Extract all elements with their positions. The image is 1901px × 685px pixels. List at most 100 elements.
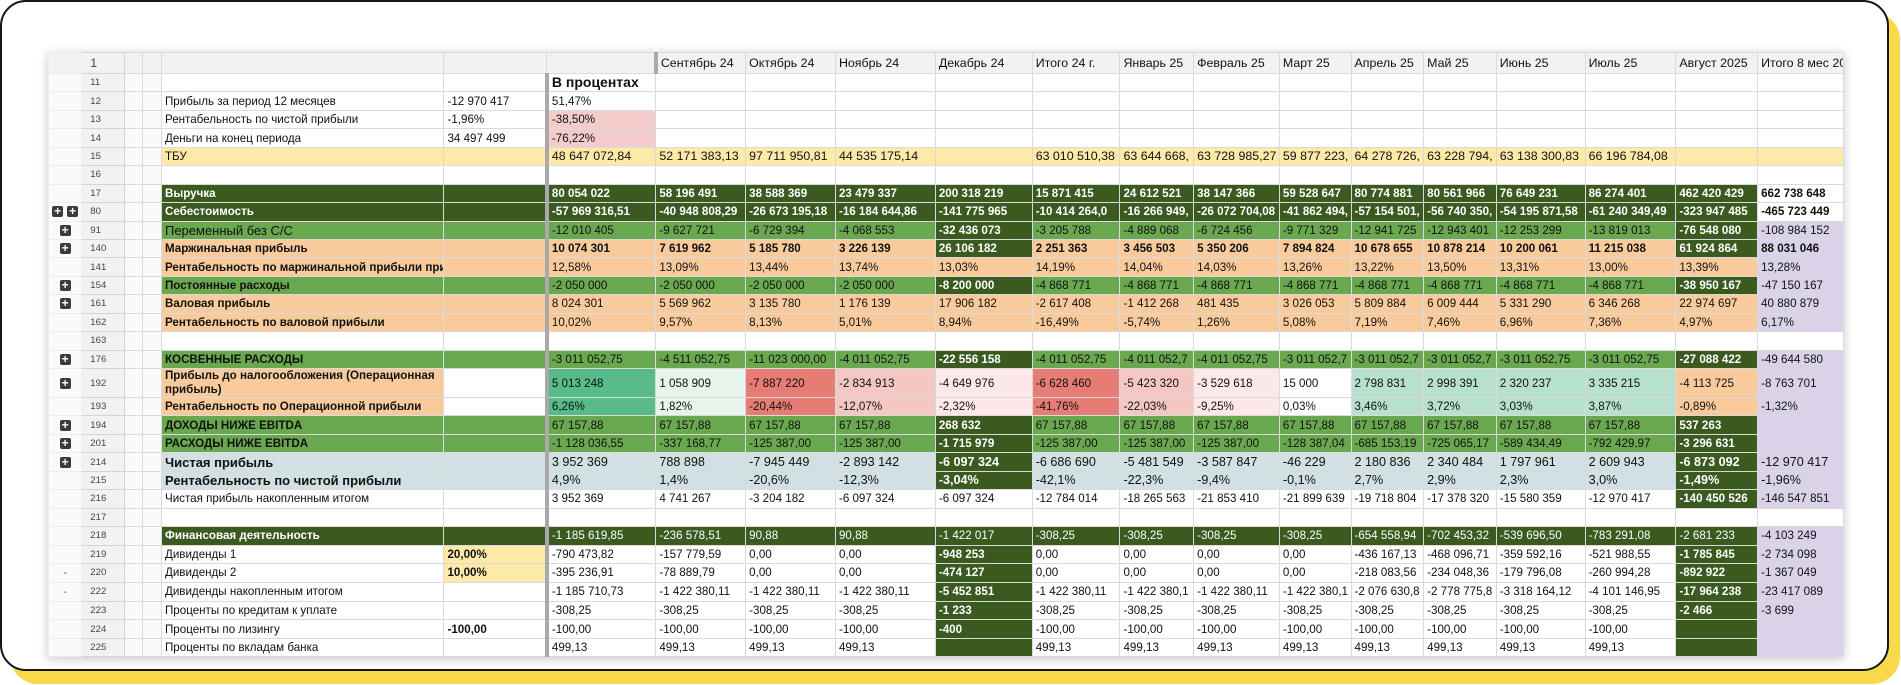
- value-cell[interactable]: 12,58%: [546, 257, 657, 277]
- row-label[interactable]: Проценты по кредитам к уплате: [160, 600, 445, 621]
- value-cell[interactable]: -892 922: [1675, 562, 1759, 583]
- value-cell[interactable]: 2 609 943: [1584, 452, 1677, 472]
- value-cell[interactable]: 40 880 879: [1757, 294, 1844, 314]
- value-cell[interactable]: 13,31%: [1495, 257, 1586, 277]
- value-cell[interactable]: -20,44%: [745, 396, 836, 417]
- value-cell[interactable]: [1495, 72, 1586, 93]
- value-cell[interactable]: 2,9%: [1423, 470, 1497, 491]
- value-cell[interactable]: -5,74%: [1119, 312, 1195, 333]
- value-cell[interactable]: 13,74%: [834, 257, 936, 277]
- blank-cell[interactable]: [123, 452, 143, 472]
- expand-group-icon[interactable]: +: [52, 204, 64, 219]
- value-cell[interactable]: [934, 637, 1033, 658]
- value-cell[interactable]: -308,25: [1423, 600, 1497, 621]
- row-label[interactable]: [160, 507, 445, 528]
- value-cell[interactable]: -308,25: [1193, 600, 1280, 621]
- value-cell[interactable]: -1 422 380,11: [1031, 581, 1121, 602]
- value-cell[interactable]: [1495, 109, 1586, 130]
- row-label[interactable]: Дивиденды 1: [160, 544, 445, 564]
- value-cell[interactable]: -11 023 000,00: [745, 349, 836, 370]
- value-cell[interactable]: [655, 128, 747, 148]
- row-number[interactable]: 14: [81, 128, 125, 148]
- value-cell[interactable]: 3 135 780: [745, 294, 836, 314]
- blank-cell[interactable]: [141, 331, 162, 351]
- value-cell[interactable]: 80 054 022: [546, 183, 657, 204]
- value-cell[interactable]: -783 291,08: [1584, 526, 1677, 546]
- value-cell[interactable]: -3 011 052,75: [1584, 349, 1677, 370]
- value-cell[interactable]: -7 945 449: [745, 452, 836, 472]
- value-cell[interactable]: [834, 507, 936, 528]
- blank-cell[interactable]: [123, 349, 143, 370]
- value-cell[interactable]: -1 785 845: [1675, 544, 1759, 564]
- row-label[interactable]: Прибыль за период 12 месяцев: [160, 91, 445, 111]
- value-cell[interactable]: 268 632: [934, 415, 1033, 435]
- value-cell[interactable]: [1675, 128, 1759, 148]
- value-cell[interactable]: 59 877 223,: [1278, 146, 1352, 167]
- row-number[interactable]: 141: [81, 257, 125, 277]
- value-cell[interactable]: 7,36%: [1584, 312, 1677, 333]
- value-cell[interactable]: 7 619 962: [655, 238, 747, 259]
- value-cell[interactable]: 63 728 985,27: [1193, 146, 1280, 167]
- value-cell[interactable]: 59 528 647: [1278, 183, 1352, 204]
- value-cell[interactable]: [745, 507, 836, 528]
- row-number[interactable]: 193: [81, 396, 125, 417]
- value-cell[interactable]: 499,13: [745, 637, 836, 658]
- blank-cell[interactable]: [123, 165, 143, 185]
- value-cell[interactable]: -5 452 851: [934, 581, 1033, 602]
- expand-group-icon[interactable]: +: [59, 222, 71, 237]
- value-cell[interactable]: -125 387,00: [1031, 433, 1121, 454]
- value-cell[interactable]: [745, 165, 836, 185]
- value-cell[interactable]: [1119, 109, 1195, 130]
- value-cell[interactable]: 8,13%: [745, 312, 836, 333]
- blank-cell[interactable]: [123, 72, 143, 93]
- value-cell[interactable]: -3 699: [1757, 600, 1844, 621]
- header-blank-cell[interactable]: [160, 52, 445, 74]
- value-cell[interactable]: 97 711 950,81: [745, 146, 836, 167]
- value-cell[interactable]: [1278, 109, 1352, 130]
- value-cell[interactable]: -589 434,49: [1495, 433, 1586, 454]
- value-cell[interactable]: [443, 183, 549, 204]
- value-cell[interactable]: -12,3%: [834, 470, 936, 491]
- value-cell[interactable]: -2 834 913: [834, 368, 936, 398]
- value-cell[interactable]: [934, 146, 1033, 167]
- value-cell[interactable]: -3 011 052,7: [1423, 349, 1497, 370]
- value-cell[interactable]: [655, 91, 747, 111]
- blank-cell[interactable]: [123, 202, 143, 222]
- expand-group-icon[interactable]: +: [59, 375, 71, 390]
- value-cell[interactable]: 2 798 831: [1350, 368, 1425, 398]
- value-cell[interactable]: [1031, 331, 1121, 351]
- value-cell[interactable]: -0,89%: [1675, 396, 1759, 417]
- value-cell[interactable]: [1278, 331, 1352, 351]
- value-cell[interactable]: -308,25: [1495, 600, 1586, 621]
- spreadsheet-grid[interactable]: 1 Сентябрь 24 Октябрь 24 Ноябрь 24 Декабрь 2…: [47, 52, 1844, 658]
- value-cell[interactable]: -4 113 725: [1675, 368, 1759, 398]
- value-cell[interactable]: [1119, 331, 1195, 351]
- row-label[interactable]: Рентабельность по чистой прибыли: [160, 470, 445, 491]
- value-cell[interactable]: -17 964 238: [1675, 581, 1759, 602]
- value-cell[interactable]: -57 969 316,51: [546, 202, 657, 222]
- value-cell[interactable]: 8 024 301: [546, 294, 657, 314]
- value-cell[interactable]: [1495, 331, 1586, 351]
- value-cell[interactable]: [443, 165, 549, 185]
- value-cell[interactable]: 11 215 038: [1584, 238, 1677, 259]
- value-cell[interactable]: 3 952 369: [546, 452, 657, 472]
- blank-cell[interactable]: [141, 415, 162, 435]
- value-cell[interactable]: [1757, 109, 1844, 130]
- value-cell[interactable]: -38 950 167: [1675, 275, 1759, 296]
- row-label[interactable]: Чистая прибыль накопленным итогом: [160, 489, 445, 509]
- column-header[interactable]: Февраль 25: [1193, 52, 1280, 74]
- value-cell[interactable]: 86 274 401: [1584, 183, 1677, 204]
- value-cell[interactable]: 8,94%: [934, 312, 1033, 333]
- value-cell[interactable]: -125 387,00: [745, 433, 836, 454]
- value-cell[interactable]: [1675, 507, 1759, 528]
- value-cell[interactable]: -108 984 152: [1757, 220, 1844, 240]
- value-cell[interactable]: [934, 165, 1033, 185]
- value-cell[interactable]: 1,26%: [1193, 312, 1280, 333]
- value-cell[interactable]: 5 331 290: [1495, 294, 1586, 314]
- value-cell[interactable]: 34 497 499: [443, 128, 549, 148]
- value-cell[interactable]: 67 157,88: [1193, 415, 1280, 435]
- value-cell[interactable]: 3 952 369: [546, 489, 657, 509]
- column-header[interactable]: Июль 25: [1584, 52, 1677, 74]
- value-cell[interactable]: -100,00: [745, 619, 836, 639]
- value-cell[interactable]: -157 779,59: [655, 544, 747, 564]
